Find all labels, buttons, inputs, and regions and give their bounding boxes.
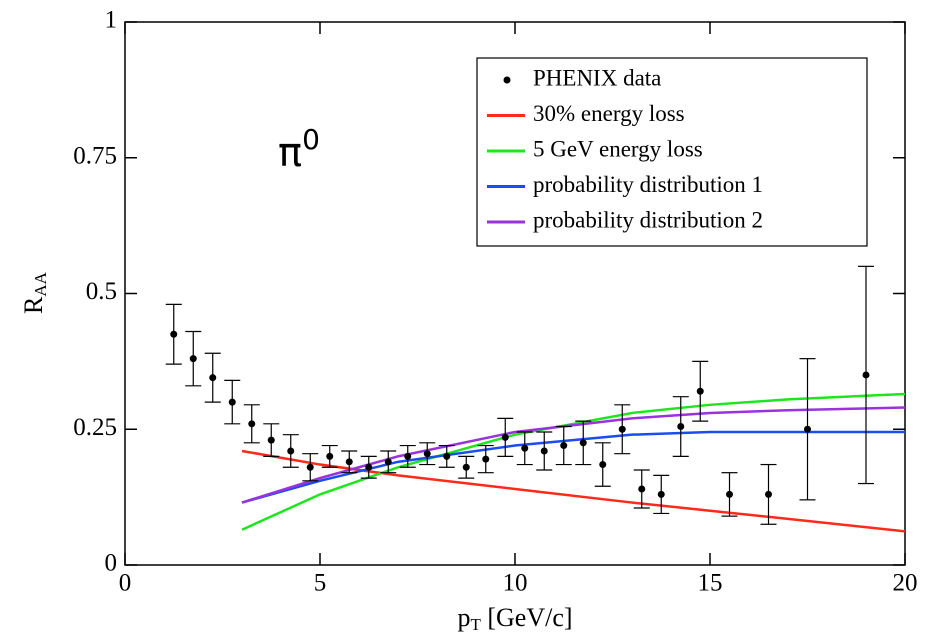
legend-label: 30% energy loss bbox=[533, 101, 685, 126]
data-point bbox=[365, 463, 373, 471]
data-point bbox=[677, 423, 685, 431]
data-point bbox=[306, 463, 314, 471]
legend-label: probability distribution 1 bbox=[533, 172, 763, 197]
x-tick-label: 5 bbox=[314, 570, 327, 597]
data-point bbox=[287, 447, 295, 455]
data-point bbox=[696, 387, 704, 395]
data-point bbox=[384, 458, 392, 466]
data-point bbox=[404, 452, 412, 460]
x-label-rest: [GeV/c] bbox=[481, 603, 573, 632]
data-point bbox=[462, 463, 470, 471]
series-line bbox=[241, 430, 905, 504]
y-label-main: R bbox=[19, 296, 48, 314]
y-axis-label: RAA bbox=[19, 271, 50, 314]
y-tick-label: 0 bbox=[105, 550, 118, 577]
data-point bbox=[345, 458, 353, 466]
legend-marker bbox=[503, 76, 511, 84]
data-point bbox=[862, 371, 870, 379]
x-label-main: p bbox=[457, 603, 470, 632]
legend-label: probability distribution 2 bbox=[533, 207, 763, 232]
data-point bbox=[501, 433, 509, 441]
data-point bbox=[804, 425, 811, 433]
data-point bbox=[209, 374, 217, 382]
data-point bbox=[540, 447, 548, 455]
data-point bbox=[765, 490, 772, 498]
data-point bbox=[657, 490, 665, 498]
data-point bbox=[228, 398, 236, 406]
legend-box bbox=[476, 57, 868, 247]
data-point bbox=[560, 442, 568, 450]
data-point bbox=[170, 330, 178, 338]
data-point bbox=[521, 444, 529, 452]
data-point bbox=[443, 452, 451, 460]
legend-label: PHENIX data bbox=[533, 65, 661, 90]
series-line bbox=[241, 392, 906, 531]
series-line bbox=[241, 406, 906, 504]
y-tick-label: 1 bbox=[105, 7, 118, 34]
data-point bbox=[726, 490, 733, 498]
x-tick-label: 0 bbox=[119, 570, 132, 597]
data-point bbox=[482, 455, 490, 463]
x-axis-label: pT [GeV/c] bbox=[457, 603, 572, 634]
y-tick-label: 0.5 bbox=[86, 278, 117, 305]
data-point bbox=[638, 485, 646, 493]
data-point bbox=[326, 452, 334, 460]
data-point bbox=[618, 425, 626, 433]
x-tick-label: 15 bbox=[698, 570, 723, 597]
data-point bbox=[423, 450, 431, 458]
legend-label: 5 GeV energy loss bbox=[533, 136, 703, 161]
y-tick-label: 0.75 bbox=[73, 142, 117, 169]
series-line bbox=[241, 449, 906, 533]
x-label-sub: T bbox=[470, 615, 481, 634]
x-tick-label: 10 bbox=[503, 570, 528, 597]
y-tick-label: 0.25 bbox=[73, 414, 117, 441]
annotation: π0 bbox=[278, 123, 320, 176]
annotation-sup: 0 bbox=[302, 123, 320, 156]
annotation-main: π bbox=[278, 130, 302, 176]
data-point bbox=[189, 355, 197, 363]
y-label-sub: AA bbox=[31, 271, 50, 296]
data-point bbox=[248, 420, 256, 428]
data-point bbox=[579, 439, 587, 447]
data-point bbox=[599, 461, 607, 469]
data-point bbox=[267, 436, 275, 444]
x-tick-label: 20 bbox=[893, 570, 918, 597]
